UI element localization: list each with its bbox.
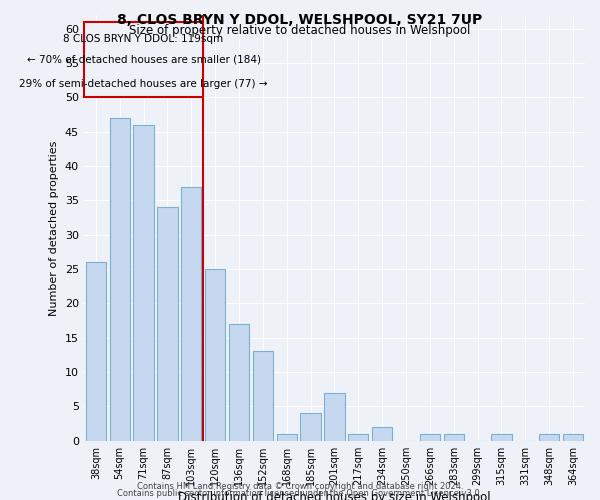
Text: 8 CLOS BRYN Y DDOL: 119sqm: 8 CLOS BRYN Y DDOL: 119sqm bbox=[64, 34, 224, 44]
Text: Size of property relative to detached houses in Welshpool: Size of property relative to detached ho… bbox=[130, 24, 470, 37]
Bar bbox=[563, 434, 583, 441]
Text: Contains public sector information licensed under the Open Government Licence v3: Contains public sector information licen… bbox=[118, 490, 482, 498]
Bar bbox=[157, 208, 178, 441]
Bar bbox=[539, 434, 559, 441]
Bar bbox=[133, 125, 154, 441]
X-axis label: Distribution of detached houses by size in Welshpool: Distribution of detached houses by size … bbox=[178, 490, 491, 500]
Bar bbox=[205, 269, 225, 441]
FancyBboxPatch shape bbox=[84, 22, 203, 98]
Bar bbox=[301, 414, 321, 441]
Bar bbox=[86, 262, 106, 441]
Bar bbox=[253, 352, 273, 441]
Y-axis label: Number of detached properties: Number of detached properties bbox=[49, 140, 59, 316]
Bar bbox=[277, 434, 297, 441]
Bar bbox=[491, 434, 512, 441]
Bar bbox=[110, 118, 130, 441]
Text: ← 70% of detached houses are smaller (184): ← 70% of detached houses are smaller (18… bbox=[26, 54, 260, 64]
Text: 8, CLOS BRYN Y DDOL, WELSHPOOL, SY21 7UP: 8, CLOS BRYN Y DDOL, WELSHPOOL, SY21 7UP bbox=[118, 12, 482, 26]
Text: 29% of semi-detached houses are larger (77) →: 29% of semi-detached houses are larger (… bbox=[19, 78, 268, 88]
Bar bbox=[181, 186, 202, 441]
Bar bbox=[420, 434, 440, 441]
Bar bbox=[443, 434, 464, 441]
Bar bbox=[372, 427, 392, 441]
Bar bbox=[229, 324, 249, 441]
Bar bbox=[325, 392, 344, 441]
Bar bbox=[348, 434, 368, 441]
Text: Contains HM Land Registry data © Crown copyright and database right 2024.: Contains HM Land Registry data © Crown c… bbox=[137, 482, 463, 491]
